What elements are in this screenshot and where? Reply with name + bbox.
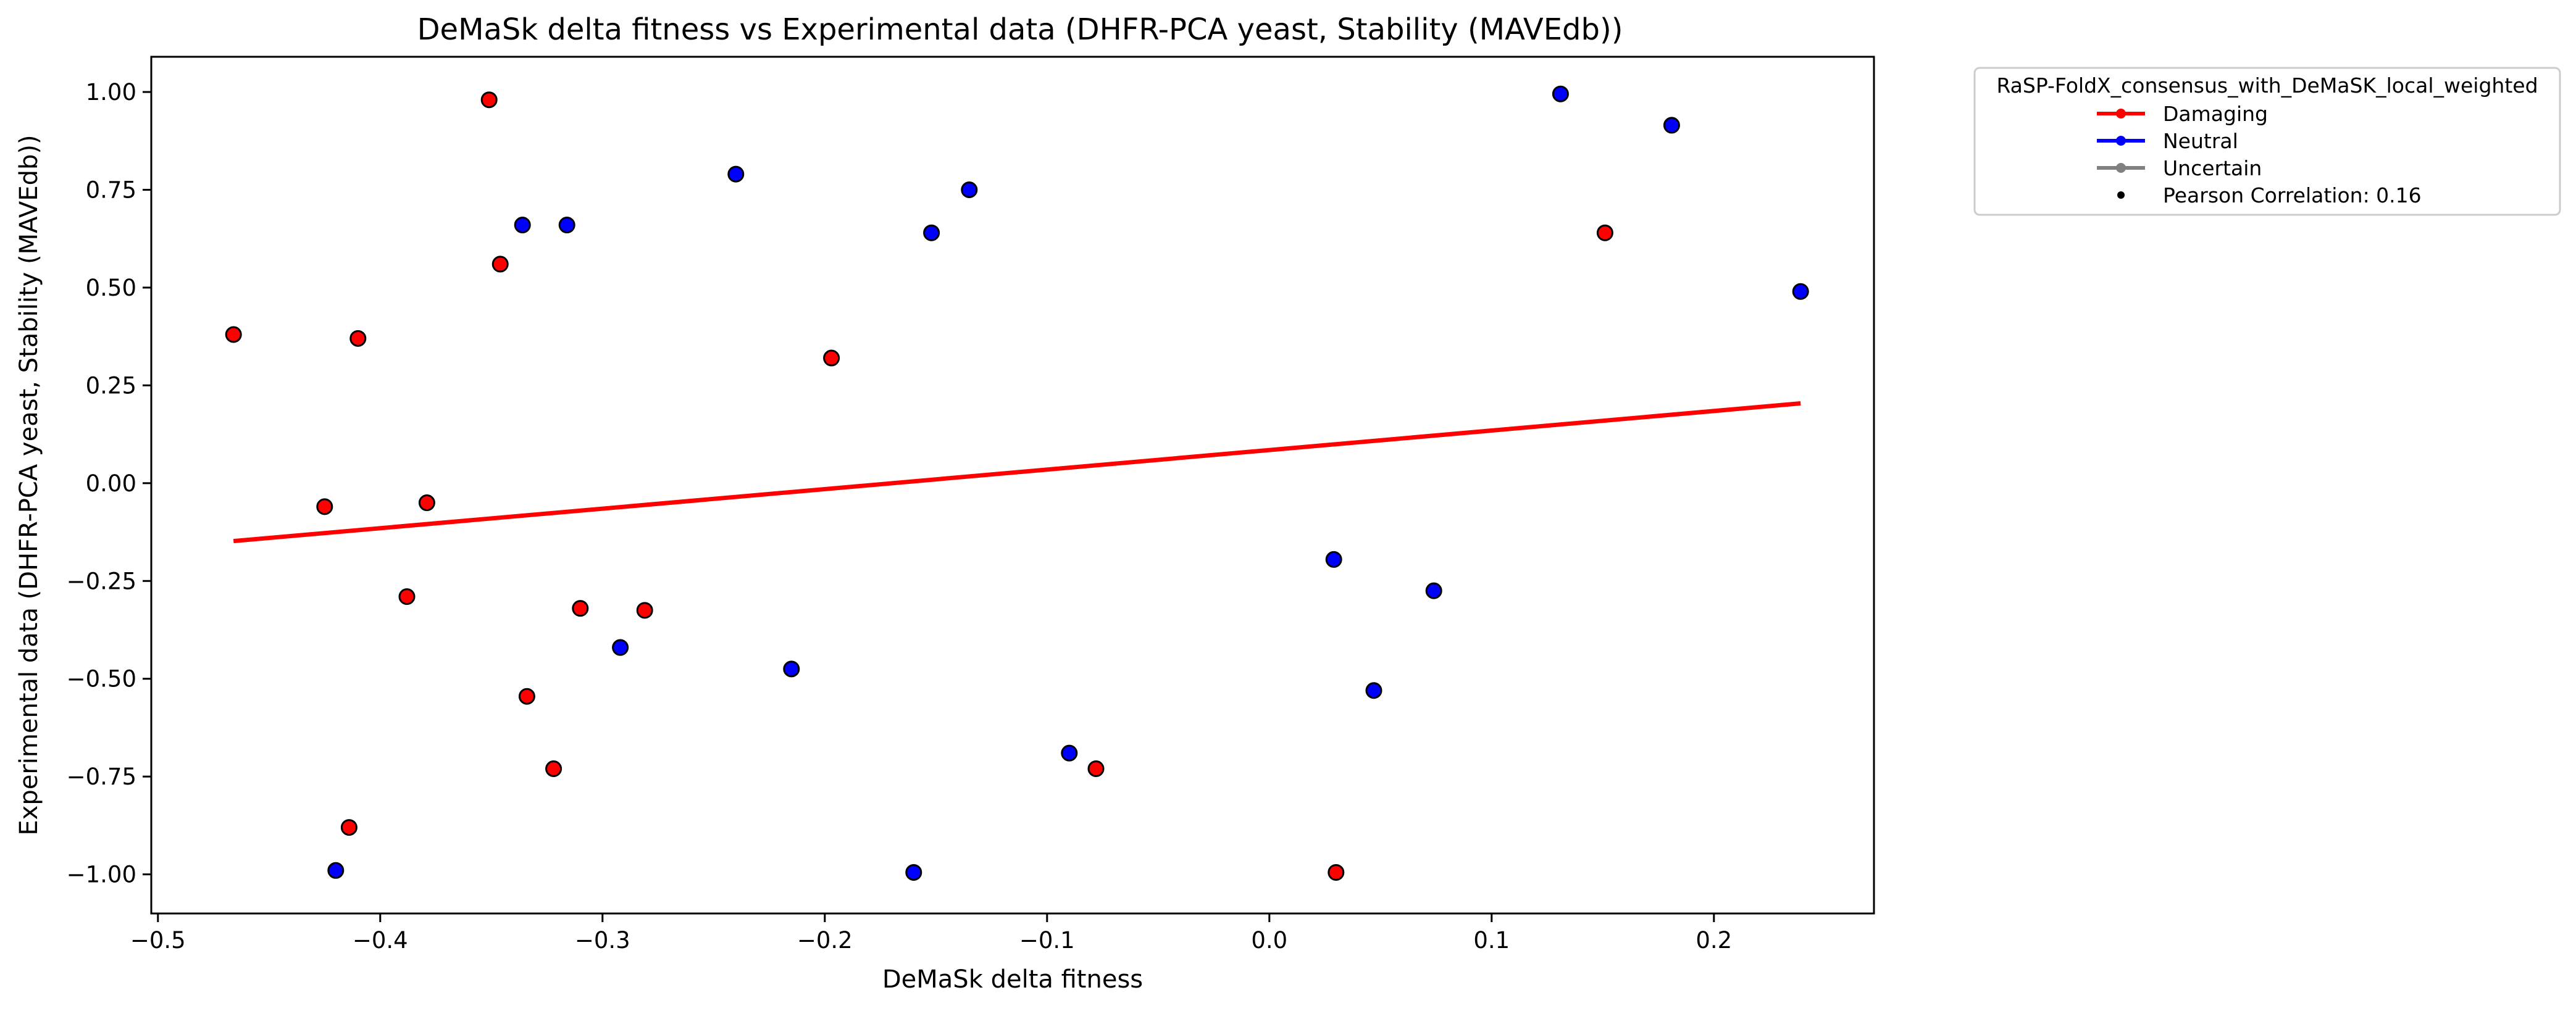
data-point-damaging <box>349 330 367 347</box>
data-point-neutral <box>1325 551 1342 568</box>
data-point-damaging <box>491 256 509 273</box>
data-point-neutral <box>1425 582 1442 599</box>
trendline <box>233 401 1801 544</box>
data-point-neutral <box>1061 744 1078 762</box>
chart-title: DeMaSk delta fitness vs Experimental dat… <box>417 12 1623 47</box>
legend-swatch-marker <box>2116 109 2126 119</box>
legend-label: Damaging <box>2163 102 2268 126</box>
y-tick-label: 0.75 <box>86 177 136 203</box>
data-point-damaging <box>572 600 589 617</box>
y-axis: −1.00 −0.75 −0.50 −0.25 0.00 0.25 0.50 0.75 1.00 <box>67 79 151 888</box>
data-point-damaging <box>225 326 242 343</box>
data-point-neutral <box>1792 283 1809 300</box>
data-point-neutral <box>514 217 531 234</box>
data-point-neutral <box>1552 85 1569 102</box>
data-point-damaging <box>316 498 333 515</box>
data-point-neutral <box>783 660 800 678</box>
x-tick-label: −0.5 <box>130 927 186 954</box>
y-tick-label: 0.00 <box>86 470 136 497</box>
x-axis: −0.5 −0.4 −0.3 −0.2 −0.1 0.0 0.1 0.2 <box>130 913 1732 954</box>
x-tick-label: 0.1 <box>1473 927 1510 954</box>
x-tick-label: −0.4 <box>353 927 408 954</box>
data-point-neutral <box>961 181 978 198</box>
legend-swatch-dot <box>2117 191 2125 199</box>
data-point-damaging <box>418 494 435 512</box>
legend-entry-pearson: Pearson Correlation: 0.16 <box>2117 183 2422 207</box>
data-point-damaging <box>398 588 416 605</box>
plot-area <box>150 56 1875 915</box>
legend-label: Neutral <box>2163 129 2238 153</box>
data-point-damaging <box>1328 863 1345 881</box>
y-tick-label: −1.00 <box>67 862 136 888</box>
plot-frame <box>150 56 1875 915</box>
data-point-damaging <box>636 602 653 619</box>
data-points <box>225 85 1809 881</box>
y-tick-label: 0.25 <box>86 372 136 399</box>
x-tick-label: 0.2 <box>1696 927 1732 954</box>
legend-box <box>1973 67 2561 216</box>
y-tick-label: −0.25 <box>67 568 136 594</box>
legend: RaSP-FoldX_consensus_with_DeMaSK_local_w… <box>1973 67 2561 216</box>
legend-entry-damaging: Damaging <box>2097 102 2268 126</box>
legend-swatch-marker <box>2116 136 2126 146</box>
data-point-neutral <box>612 639 629 656</box>
x-tick-label: 0.0 <box>1251 927 1287 954</box>
data-point-neutral <box>1365 682 1382 699</box>
legend-entry-neutral: Neutral <box>2097 129 2238 153</box>
y-tick-label: −0.75 <box>67 763 136 790</box>
x-tick-label: −0.3 <box>575 927 630 954</box>
data-point-damaging <box>823 349 840 367</box>
x-axis-label: DeMaSk delta fitness <box>882 965 1143 994</box>
data-point-neutral <box>327 862 345 879</box>
data-point-neutral <box>923 224 940 241</box>
data-point-neutral <box>727 165 745 183</box>
x-tick-label: −0.2 <box>797 927 853 954</box>
legend-label: Uncertain <box>2163 156 2262 180</box>
data-point-damaging <box>1087 760 1105 777</box>
data-point-damaging <box>545 760 562 777</box>
y-tick-label: 0.50 <box>86 275 136 301</box>
data-point-damaging <box>1596 224 1613 241</box>
data-point-neutral <box>905 863 922 881</box>
x-tick-label: −0.1 <box>1019 927 1075 954</box>
legend-swatch-marker <box>2116 163 2126 173</box>
data-point-damaging <box>340 819 358 836</box>
legend-title: RaSP-FoldX_consensus_with_DeMaSK_local_w… <box>1996 73 2538 98</box>
legend-label: Pearson Correlation: 0.16 <box>2163 183 2422 207</box>
y-tick-label: 1.00 <box>86 79 136 106</box>
legend-entry-uncertain: Uncertain <box>2097 156 2262 180</box>
y-axis-label: Experimental data (DHFR-PCA yeast, Stabi… <box>15 135 43 835</box>
y-tick-label: −0.50 <box>67 666 136 693</box>
data-point-damaging <box>480 91 498 109</box>
data-point-neutral <box>558 217 575 234</box>
data-point-damaging <box>518 688 535 705</box>
data-point-neutral <box>1663 117 1680 134</box>
